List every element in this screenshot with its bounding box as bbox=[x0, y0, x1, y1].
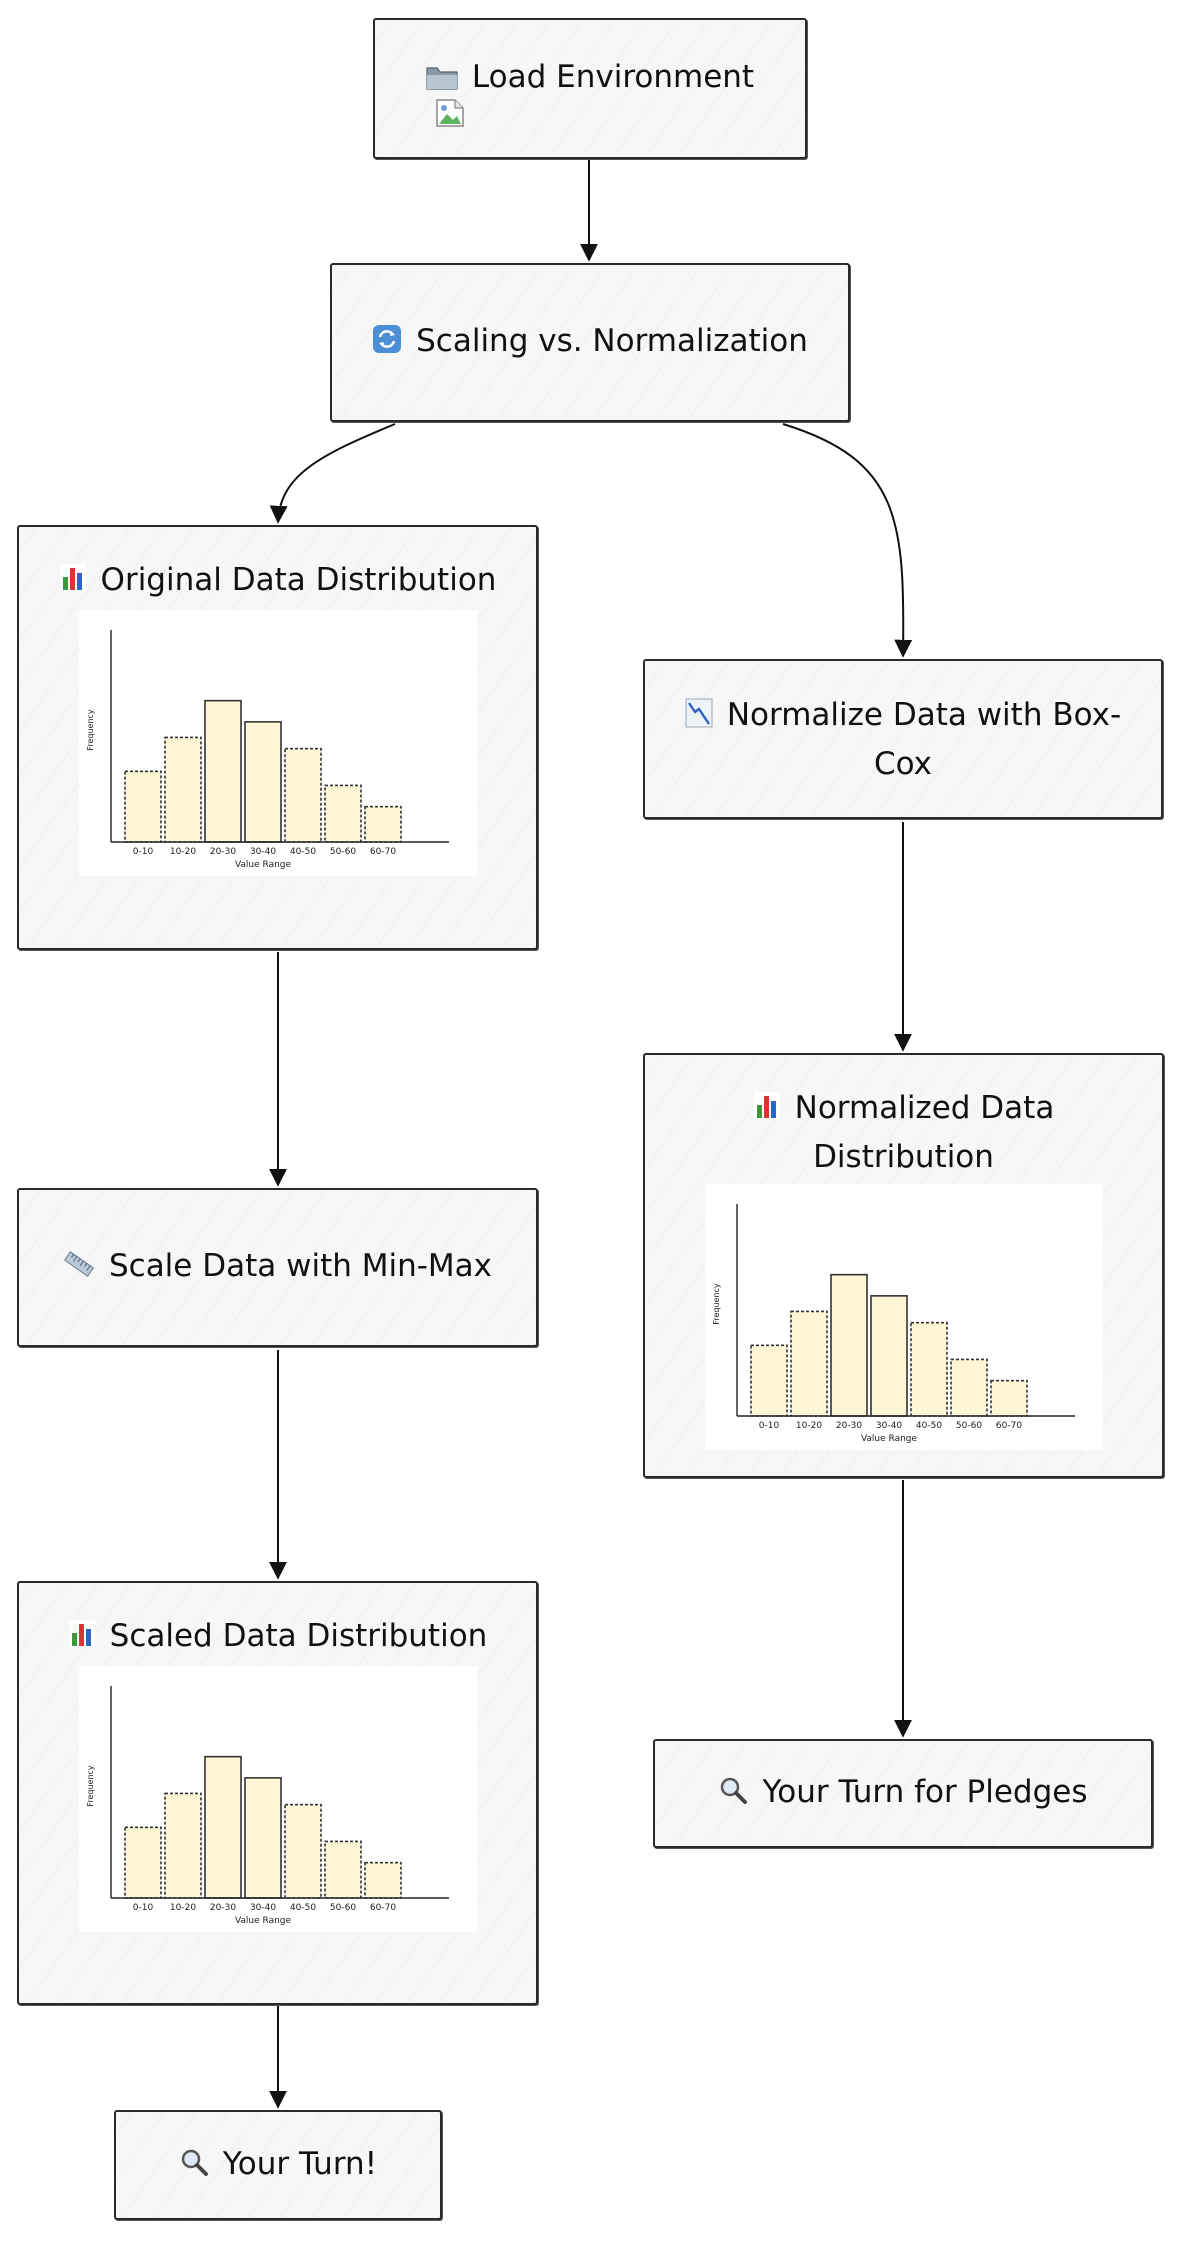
node-scaling-vs-normalization[interactable]: Scaling vs. Normalization bbox=[330, 263, 850, 422]
bar-60-70 bbox=[363, 805, 402, 843]
x-tick-label: 20-30 bbox=[209, 847, 235, 857]
node-normalize-boxcox[interactable]: Normalize Data with Box-Cox bbox=[643, 659, 1163, 819]
x-tick-label: 20-30 bbox=[209, 1903, 235, 1913]
arrows-cycle-icon bbox=[372, 321, 402, 367]
folder-icon bbox=[426, 57, 458, 103]
original-distribution-chart: 0-10 10-20 20-30 30-40 40-50 50-60 60-70 Value … bbox=[78, 610, 477, 876]
x-axis-label: Value Range bbox=[234, 1916, 291, 1926]
x-tick-label: 50-60 bbox=[955, 1421, 981, 1431]
bar-50-60 bbox=[949, 1358, 988, 1417]
node-scale-minmax[interactable]: Scale Data with Min-Max bbox=[17, 1188, 538, 1347]
node-normalized-distribution[interactable]: Normalized Data Distribution 0-10 10-20 20… bbox=[643, 1053, 1164, 1478]
x-tick-label: 40-50 bbox=[915, 1421, 941, 1431]
normalized-distribution-chart: 0-10 10-20 20-30 30-40 40-50 50-60 60-70 Value … bbox=[704, 1184, 1103, 1450]
y-axis-label: Frequency bbox=[86, 1765, 95, 1807]
node-original-distribution[interactable]: Original Data Distribution 0-10 10-20 20-3… bbox=[17, 525, 538, 950]
edge-scaling-to-original bbox=[269, 423, 396, 524]
bar-10-20 bbox=[163, 1792, 202, 1899]
bar-50-60 bbox=[323, 1840, 362, 1899]
magnifier-icon bbox=[179, 2144, 209, 2190]
node-label: Your Turn for Pledges bbox=[698, 1769, 1107, 1818]
x-tick-label: 10-20 bbox=[795, 1421, 821, 1431]
bar-60-70 bbox=[363, 1861, 402, 1899]
x-tick-label: 60-70 bbox=[369, 1903, 395, 1913]
histogram-svg: 0-10 10-20 20-30 30-40 40-50 50-60 60-70 Value … bbox=[712, 1204, 1075, 1444]
x-tick-label: 20-30 bbox=[835, 1421, 861, 1431]
magnifier-icon bbox=[718, 1772, 748, 1818]
node-scaled-distribution[interactable]: Scaled Data Distribution 0-10 10-20 20-30 3… bbox=[17, 1581, 538, 2005]
x-tick-label: 0-10 bbox=[758, 1421, 779, 1431]
histogram-svg: 0-10 10-20 20-30 30-40 40-50 50-60 60-70 Value … bbox=[86, 1686, 449, 1926]
y-axis-label: Frequency bbox=[712, 1283, 721, 1325]
node-label: Your Turn! bbox=[159, 2141, 397, 2190]
bar-10-20 bbox=[163, 736, 202, 843]
x-axis-label: Value Range bbox=[234, 860, 291, 870]
bar-20-30 bbox=[203, 1755, 242, 1899]
ruler-icon bbox=[63, 1246, 95, 1292]
scaled-distribution-chart: 0-10 10-20 20-30 30-40 40-50 50-60 60-70 Value … bbox=[78, 1666, 477, 1932]
bar-0-10 bbox=[749, 1344, 788, 1417]
x-tick-label: 60-70 bbox=[995, 1421, 1021, 1431]
bar-0-10 bbox=[123, 770, 162, 843]
x-tick-label: 10-20 bbox=[169, 847, 195, 857]
node-label: Normalized Data Distribution bbox=[645, 1085, 1162, 1180]
node-label: Original Data Distribution bbox=[39, 557, 517, 606]
x-tick-label: 50-60 bbox=[329, 847, 355, 857]
bar-30-40 bbox=[243, 721, 282, 843]
node-label: Scaled Data Distribution bbox=[48, 1613, 508, 1662]
x-tick-label: 30-40 bbox=[249, 847, 275, 857]
bar-chart-icon bbox=[753, 1088, 781, 1134]
y-axis-label: Frequency bbox=[86, 709, 95, 751]
x-tick-label: 10-20 bbox=[169, 1903, 195, 1913]
x-tick-label: 0-10 bbox=[132, 847, 153, 857]
node-label: Load Environment bbox=[406, 54, 774, 103]
x-tick-label: 40-50 bbox=[289, 1903, 315, 1913]
bar-30-40 bbox=[869, 1295, 908, 1417]
node-label: Normalize Data with Box-Cox bbox=[645, 692, 1161, 787]
bar-40-50 bbox=[909, 1321, 948, 1417]
bar-20-30 bbox=[829, 1273, 868, 1417]
x-tick-label: 0-10 bbox=[132, 1903, 153, 1913]
bar-60-70 bbox=[989, 1379, 1028, 1417]
histogram-svg: 0-10 10-20 20-30 30-40 40-50 50-60 60-70 Value … bbox=[86, 630, 449, 870]
node-label: Scaling vs. Normalization bbox=[352, 318, 828, 367]
x-tick-label: 30-40 bbox=[249, 1903, 275, 1913]
x-tick-label: 30-40 bbox=[875, 1421, 901, 1431]
bar-40-50 bbox=[283, 747, 322, 843]
bar-30-40 bbox=[243, 1777, 282, 1899]
bar-0-10 bbox=[123, 1826, 162, 1899]
broken-image-icon bbox=[435, 98, 465, 128]
bar-50-60 bbox=[323, 784, 362, 843]
node-load-environment[interactable]: Load Environment bbox=[373, 18, 807, 159]
node-label: Scale Data with Min-Max bbox=[43, 1243, 512, 1292]
edge-scaling-to-boxcox bbox=[782, 423, 913, 658]
bar-chart-icon bbox=[68, 1616, 96, 1662]
node-your-turn[interactable]: Your Turn! bbox=[114, 2110, 442, 2220]
x-axis-label: Value Range bbox=[860, 1434, 917, 1444]
node-your-turn-pledges[interactable]: Your Turn for Pledges bbox=[653, 1739, 1153, 1848]
bar-40-50 bbox=[283, 1803, 322, 1899]
bar-20-30 bbox=[203, 699, 242, 843]
x-tick-label: 50-60 bbox=[329, 1903, 355, 1913]
x-tick-label: 40-50 bbox=[289, 847, 315, 857]
x-tick-label: 60-70 bbox=[369, 847, 395, 857]
bar-chart-icon bbox=[59, 560, 87, 606]
bar-10-20 bbox=[789, 1310, 828, 1417]
chart-decreasing-icon bbox=[685, 695, 713, 741]
